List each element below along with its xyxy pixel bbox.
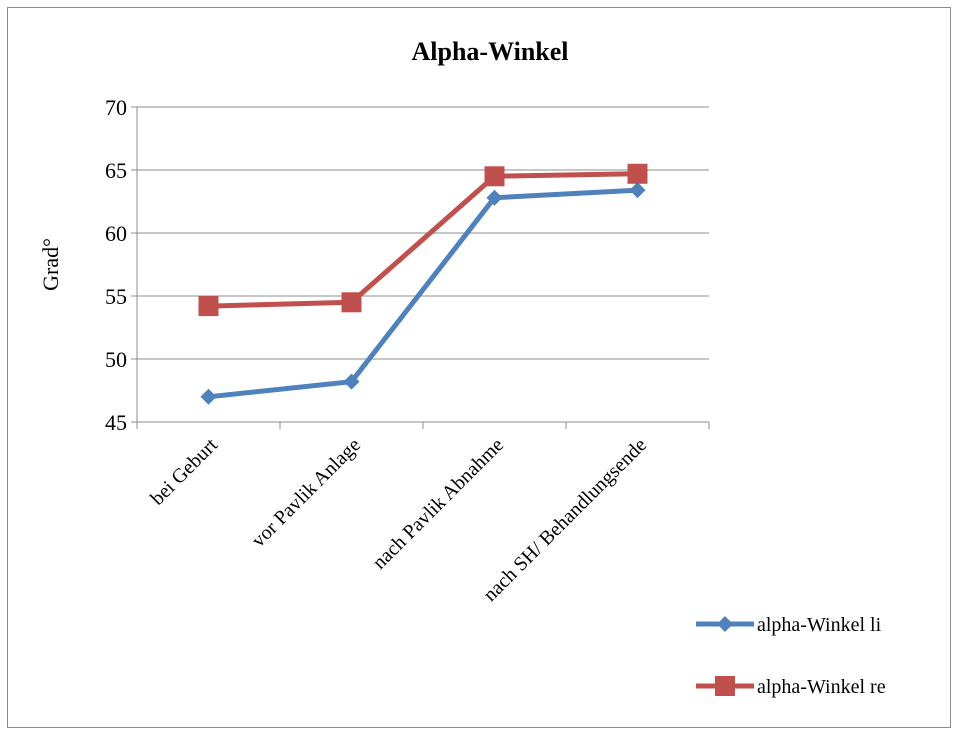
legend-label: alpha-Winkel re bbox=[757, 676, 886, 698]
data-point bbox=[200, 388, 217, 405]
y-tick-label: 50 bbox=[105, 347, 127, 372]
legend-label: alpha-Winkel li bbox=[757, 614, 882, 636]
data-point bbox=[627, 163, 648, 184]
chart-title: Alpha-Winkel bbox=[411, 37, 568, 66]
data-point bbox=[484, 166, 505, 187]
data-point bbox=[629, 182, 646, 199]
x-tick-label: nach Pavlik Abnahme bbox=[368, 434, 508, 574]
gridlines bbox=[137, 106, 709, 360]
data-point bbox=[343, 373, 360, 390]
series-line-li bbox=[208, 187, 638, 400]
legend: alpha-Winkel li alpha-Winkel re bbox=[696, 614, 886, 698]
y-tick-label: 45 bbox=[105, 410, 127, 435]
y-tick-label: 55 bbox=[105, 284, 127, 309]
y-axis-label: Grad° bbox=[38, 238, 63, 291]
y-tick-labels: 45 50 55 60 65 70 bbox=[105, 95, 127, 435]
legend-marker bbox=[717, 616, 733, 632]
chart-frame bbox=[7, 7, 951, 728]
x-tick-label: bei Geburt bbox=[146, 434, 222, 510]
x-tick-labels: bei Geburt vor Pavlik Anlage nach Pavlik A… bbox=[146, 434, 651, 606]
legend-marker bbox=[715, 676, 735, 696]
data-point bbox=[198, 296, 219, 317]
y-tick-label: 70 bbox=[105, 95, 127, 120]
y-tick-label: 60 bbox=[105, 221, 127, 246]
x-tick-label: nach SH/ Behandlungsende bbox=[479, 434, 651, 606]
series-lines bbox=[198, 163, 648, 405]
series-line-re bbox=[208, 171, 638, 309]
axes bbox=[131, 106, 710, 429]
data-point bbox=[341, 292, 362, 313]
y-tick-label: 65 bbox=[105, 158, 127, 183]
x-tick-label: vor Pavlik Anlage bbox=[247, 434, 365, 552]
data-point bbox=[486, 189, 503, 206]
